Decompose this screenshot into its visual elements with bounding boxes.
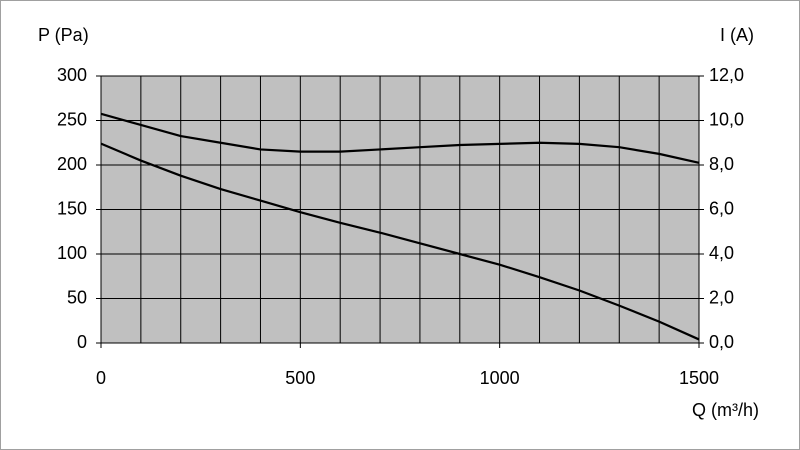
data-line bbox=[100, 112, 700, 164]
y2-tick-label: 0,0 bbox=[709, 332, 734, 352]
y-tick-label: 100 bbox=[57, 243, 87, 263]
x-tick-label: 500 bbox=[285, 368, 315, 388]
y2-tick-label: 6,0 bbox=[709, 198, 734, 218]
y2-tick-label: 4,0 bbox=[709, 243, 734, 263]
x-axis-label: Q (m³/h) bbox=[692, 400, 759, 420]
x-tick-label: 1500 bbox=[679, 368, 719, 388]
x-tick-label: 1000 bbox=[480, 368, 520, 388]
data-line bbox=[100, 142, 700, 341]
y2-tick-label: 12,0 bbox=[709, 65, 744, 85]
y-tick-label: 50 bbox=[67, 287, 87, 307]
y-tick-label: 150 bbox=[57, 198, 87, 218]
y-tick-label: 0 bbox=[77, 332, 87, 352]
y-tick-label: 200 bbox=[57, 154, 87, 174]
y2-tick-label: 2,0 bbox=[709, 287, 734, 307]
y2-tick-label: 8,0 bbox=[709, 154, 734, 174]
y-axis-label: P (Pa) bbox=[38, 25, 89, 45]
y2-axis-label: I (A) bbox=[720, 25, 754, 45]
y2-tick-label: 10,0 bbox=[709, 109, 744, 129]
x-tick-label: 0 bbox=[96, 368, 106, 388]
y-tick-label: 250 bbox=[57, 109, 87, 129]
y-tick-label: 300 bbox=[57, 65, 87, 85]
